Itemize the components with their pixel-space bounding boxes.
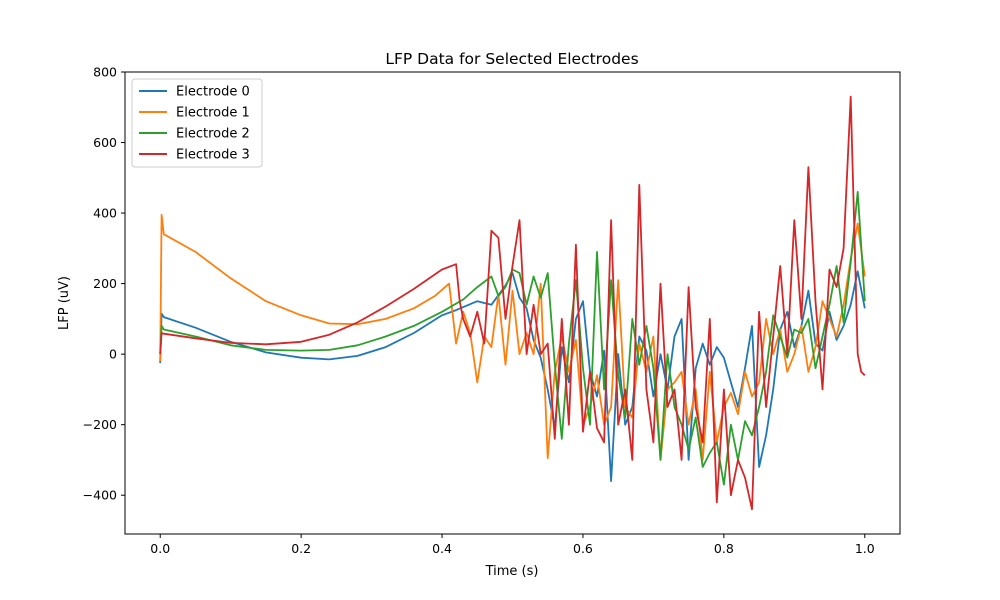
y-tick-label: 200 <box>93 276 117 291</box>
legend-label: Electrode 2 <box>176 127 250 142</box>
series-line-electrode-2 <box>159 190 866 486</box>
x-tick-label: 0.6 <box>573 541 593 556</box>
x-axis-label: Time (s) <box>485 564 539 579</box>
x-axis: 0.0 0.2 0.4 0.6 0.8 1.0 <box>150 534 875 556</box>
axes-frame <box>124 71 901 535</box>
x-tick-label: 1.0 <box>855 541 875 556</box>
y-tick-label: 800 <box>93 65 117 80</box>
y-tick-label: 600 <box>93 135 117 150</box>
y-tick-label: 400 <box>93 206 117 221</box>
chart-title: LFP Data for Selected Electrodes <box>385 50 638 68</box>
x-tick-label: 0.8 <box>714 541 734 556</box>
legend-label: Electrode 1 <box>176 106 250 121</box>
y-tick-label: −200 <box>83 417 117 432</box>
series-line-electrode-3 <box>159 95 866 511</box>
y-tick-label: −400 <box>83 488 117 503</box>
y-axis-label: LFP (uV) <box>57 276 72 330</box>
plot-area <box>159 95 866 511</box>
x-tick-label: 0.4 <box>432 541 452 556</box>
x-tick-label: 0.2 <box>291 541 311 556</box>
legend-box <box>131 78 263 168</box>
legend-label: Electrode 3 <box>176 148 250 163</box>
series-line-electrode-0 <box>159 270 866 483</box>
legend: Electrode 0 Electrode 1 Electrode 2 Electro… <box>131 78 263 168</box>
y-axis: −400 −200 0 200 400 600 800 <box>83 65 125 503</box>
x-tick-label: 0.0 <box>150 541 170 556</box>
y-tick-label: 0 <box>109 347 117 362</box>
legend-label: Electrode 0 <box>176 85 250 100</box>
